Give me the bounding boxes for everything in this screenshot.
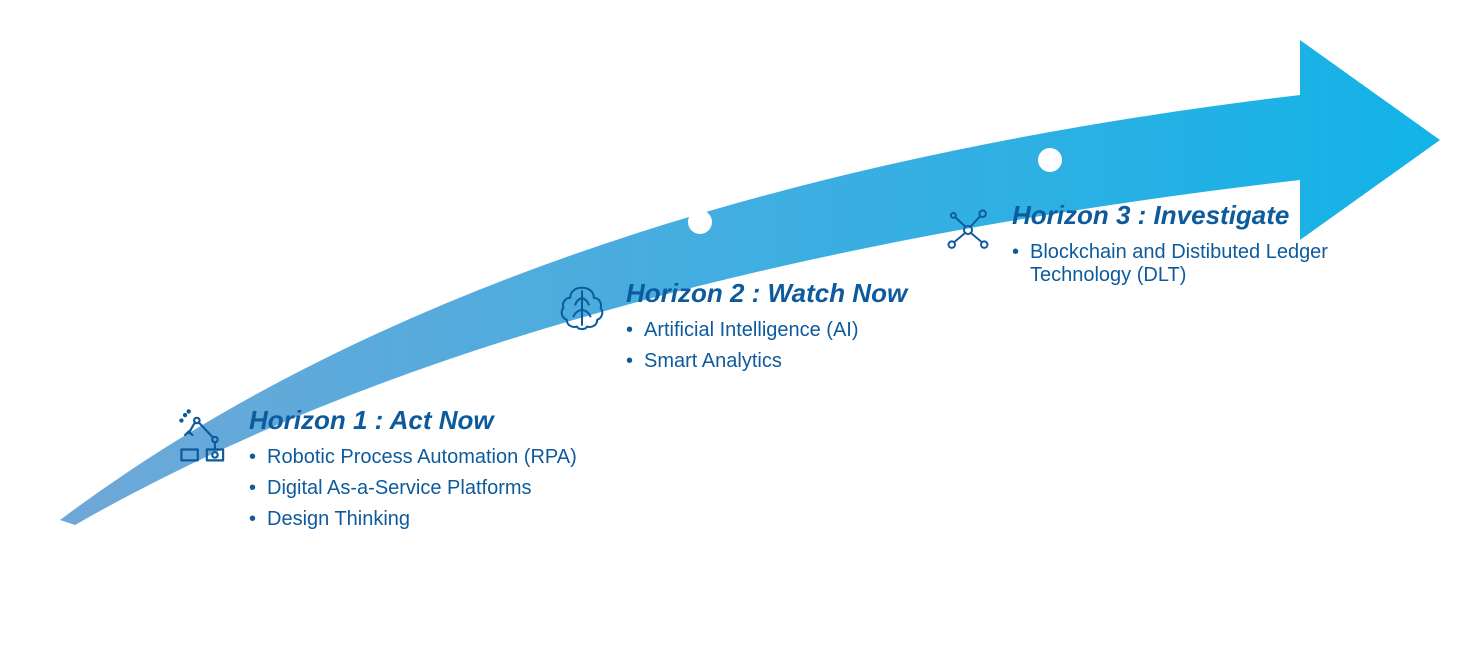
horizon-1-content: Horizon 1 : Act Now Robotic Process Auto… [249, 405, 577, 531]
list-item: Robotic Process Automation (RPA) [249, 446, 577, 469]
brain-icon [552, 278, 612, 338]
horizon-3-title: Horizon 3 : Investigate [1012, 200, 1332, 231]
robot-arm-icon [175, 405, 235, 465]
horizon-2-block: Horizon 2 : Watch Now Artificial Intelli… [552, 278, 907, 373]
horizon-3-block: Horizon 3 : Investigate Blockchain and D… [938, 200, 1332, 287]
arrow-dot [688, 210, 712, 234]
horizon-3-items: Blockchain and Distibuted Ledger Technol… [1012, 241, 1332, 287]
list-item: Digital As-a-Service Platforms [249, 477, 577, 500]
horizon-1-block: Horizon 1 : Act Now Robotic Process Auto… [175, 405, 577, 531]
horizon-2-content: Horizon 2 : Watch Now Artificial Intelli… [626, 278, 907, 373]
list-item: Smart Analytics [626, 350, 907, 373]
arrow-dot [303, 323, 327, 347]
horizon-1-title: Horizon 1 : Act Now [249, 405, 577, 436]
list-item: Design Thinking [249, 508, 577, 531]
list-item: Artificial Intelligence (AI) [626, 319, 907, 342]
horizon-1-items: Robotic Process Automation (RPA) Digital… [249, 446, 577, 531]
horizon-3-content: Horizon 3 : Investigate Blockchain and D… [1012, 200, 1332, 287]
network-icon [938, 200, 998, 260]
horizon-2-items: Artificial Intelligence (AI) Smart Analy… [626, 319, 907, 373]
horizon-2-title: Horizon 2 : Watch Now [626, 278, 907, 309]
list-item: Blockchain and Distibuted Ledger Technol… [1012, 241, 1332, 287]
arrow-dot [1038, 148, 1062, 172]
